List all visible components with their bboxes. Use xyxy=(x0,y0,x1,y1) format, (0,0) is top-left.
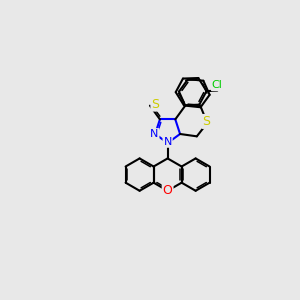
Text: S: S xyxy=(151,98,159,111)
Text: O: O xyxy=(163,184,172,197)
Text: N: N xyxy=(164,137,172,147)
Text: S: S xyxy=(202,115,211,128)
Text: Cl: Cl xyxy=(212,80,223,90)
Text: N: N xyxy=(150,129,159,139)
